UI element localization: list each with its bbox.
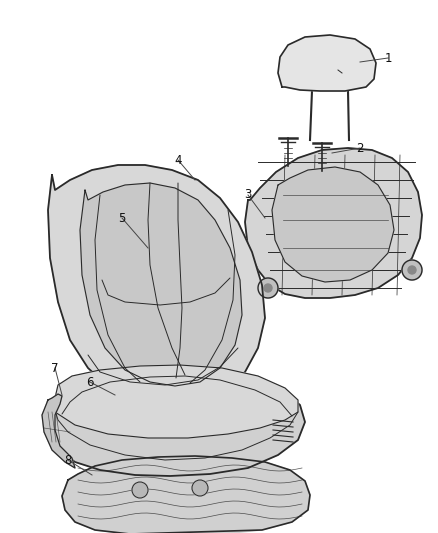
Text: 8: 8 (64, 454, 72, 466)
Text: 4: 4 (174, 154, 182, 166)
Polygon shape (278, 35, 376, 91)
Text: 5: 5 (118, 212, 126, 224)
Polygon shape (272, 167, 394, 282)
Text: 1: 1 (384, 52, 392, 64)
Circle shape (408, 266, 416, 274)
Polygon shape (42, 394, 75, 468)
Circle shape (264, 284, 272, 292)
Circle shape (402, 260, 422, 280)
Polygon shape (48, 165, 265, 402)
Circle shape (132, 482, 148, 498)
Text: 3: 3 (244, 189, 252, 201)
Polygon shape (62, 456, 310, 533)
Polygon shape (80, 183, 242, 386)
Polygon shape (245, 148, 422, 298)
Circle shape (258, 278, 278, 298)
Circle shape (192, 480, 208, 496)
Text: 2: 2 (356, 141, 364, 155)
Text: 7: 7 (51, 361, 59, 375)
Text: 6: 6 (86, 376, 94, 389)
Polygon shape (45, 373, 305, 476)
Polygon shape (50, 365, 298, 438)
